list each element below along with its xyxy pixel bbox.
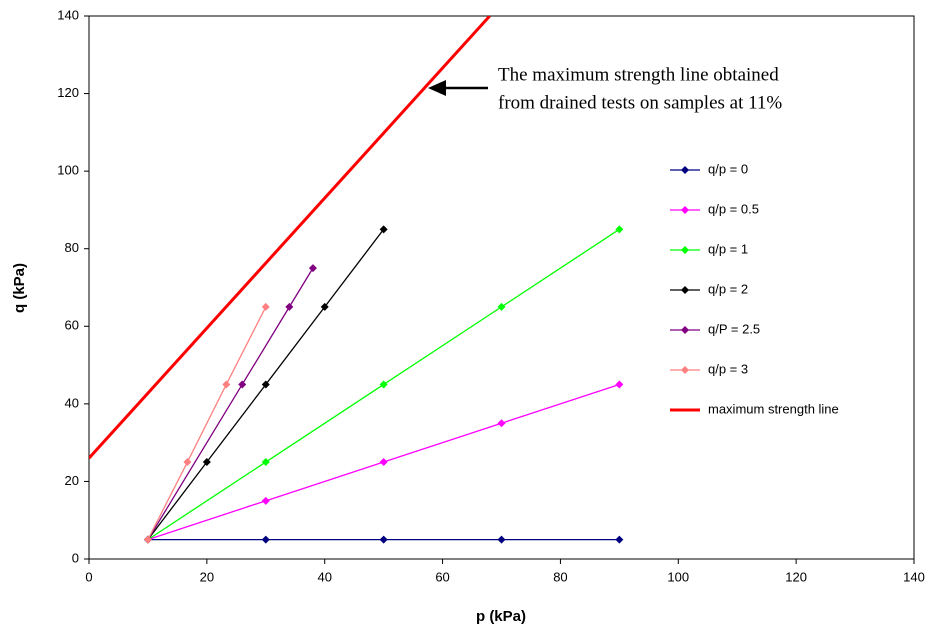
data-point [261, 302, 270, 311]
legend-label: q/P = 2.5 [708, 321, 760, 336]
data-point [222, 380, 231, 389]
data-point [497, 302, 506, 311]
data-point [379, 380, 388, 389]
annotation-arrow [428, 80, 488, 96]
data-point [497, 419, 506, 428]
legend-marker [681, 246, 689, 254]
legend-label: q/p = 3 [708, 361, 748, 376]
plot-area [89, 16, 624, 544]
data-point [379, 458, 388, 467]
legend-marker [681, 326, 689, 334]
y-tick-label: 40 [65, 395, 79, 410]
y-tick-label: 140 [57, 7, 79, 22]
data-point [379, 535, 388, 544]
data-point [615, 535, 624, 544]
data-point [143, 535, 152, 544]
x-tick-label: 60 [435, 569, 449, 584]
legend-label: q/p = 0 [708, 161, 748, 176]
data-point [261, 380, 270, 389]
series-line [147, 267, 314, 540]
series-line [147, 306, 267, 540]
plot-frame [88, 15, 915, 560]
y-tick-label: 80 [65, 240, 79, 255]
legend-marker [681, 206, 689, 214]
data-point [320, 302, 329, 311]
legend-label: q/p = 0.5 [708, 201, 759, 216]
y-tick-label: 0 [72, 550, 79, 565]
x-tick-label: 120 [785, 569, 807, 584]
x-tick-label: 40 [317, 569, 331, 584]
annotation-line: from drained tests on samples at 11% [498, 92, 782, 113]
y-axis-title: q (kPa) [11, 263, 28, 313]
x-tick-label: 100 [667, 569, 689, 584]
y-tick-label: 20 [65, 473, 79, 488]
data-point [261, 496, 270, 505]
data-point [497, 535, 506, 544]
x-tick-label: 140 [903, 569, 925, 584]
data-point [615, 225, 624, 234]
data-point [308, 264, 317, 273]
legend-marker [681, 166, 689, 174]
legend-label: q/p = 2 [708, 281, 748, 296]
series-line [89, 16, 491, 460]
y-tick-label: 100 [57, 163, 79, 178]
data-point [285, 302, 294, 311]
y-tick-label: 60 [65, 318, 79, 333]
data-point [615, 380, 624, 389]
legend-marker [681, 366, 689, 374]
x-axis-title: p (kPa) [476, 608, 526, 625]
legend-label: maximum strength line [708, 401, 839, 416]
legend-label: q/p = 1 [708, 241, 748, 256]
data-point [379, 225, 388, 234]
data-point [183, 458, 192, 467]
data-point [261, 458, 270, 467]
y-tick-label: 120 [57, 85, 79, 100]
annotation-line: The maximum strength line obtained [498, 64, 779, 85]
legend-marker [681, 286, 689, 294]
x-tick-label: 0 [85, 569, 92, 584]
data-point [261, 535, 270, 544]
data-point [202, 458, 211, 467]
x-tick-label: 20 [200, 569, 214, 584]
x-tick-label: 80 [553, 569, 567, 584]
data-point [238, 380, 247, 389]
